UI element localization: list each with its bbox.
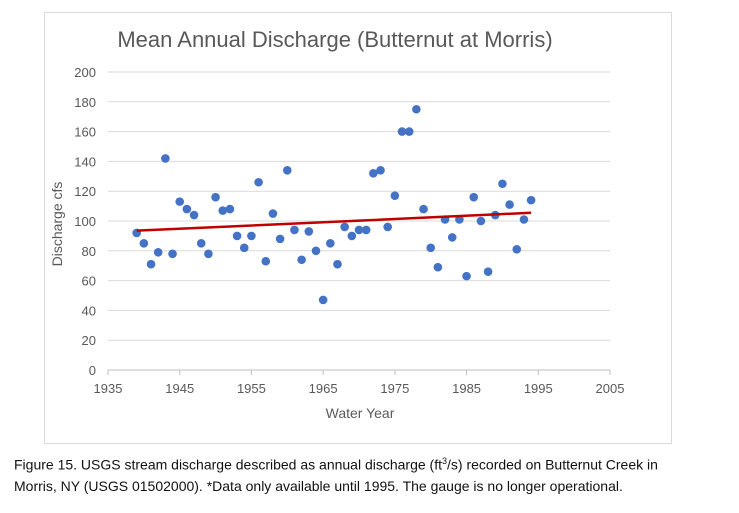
data-point <box>361 225 371 235</box>
data-point <box>376 166 385 175</box>
data-point <box>498 179 507 189</box>
x-tick-label: 1995 <box>524 381 553 396</box>
scatter-chart: Mean Annual Discharge (Butternut at Morr… <box>49 27 624 421</box>
data-point <box>347 231 357 241</box>
data-point <box>232 231 242 241</box>
y-tick-label: 160 <box>74 125 96 140</box>
x-tick-label: 1935 <box>94 381 123 396</box>
data-point <box>340 222 349 232</box>
data-point <box>333 259 342 269</box>
data-point <box>354 225 364 235</box>
data-point <box>426 243 436 253</box>
data-point <box>275 234 285 244</box>
axes <box>107 369 611 375</box>
gridlines <box>108 71 610 341</box>
chart-title: Mean Annual Discharge (Butternut at Morr… <box>117 27 552 52</box>
caption-line-2: Morris, NY (USGS 01502000). *Data only a… <box>14 477 623 494</box>
caption-superscript: 3 <box>442 456 448 466</box>
x-tick-label: 1955 <box>237 381 266 396</box>
y-tick-label: 40 <box>82 303 96 318</box>
data-point <box>153 247 163 257</box>
data-point <box>397 127 407 136</box>
x-tick-label: 1945 <box>165 381 194 396</box>
data-point <box>419 204 428 214</box>
data-point <box>268 209 278 218</box>
data-points <box>132 104 536 305</box>
data-point <box>225 204 235 214</box>
data-point <box>483 267 493 276</box>
data-point <box>282 166 292 175</box>
data-point <box>433 262 443 272</box>
y-tick-label: 60 <box>82 274 96 289</box>
data-point <box>505 200 514 209</box>
trendline <box>136 211 532 232</box>
y-tick-label: 200 <box>74 65 96 80</box>
y-axis-label: Discharge cfs <box>49 182 65 267</box>
data-point <box>311 246 321 256</box>
data-point <box>412 104 421 114</box>
data-point <box>318 295 328 305</box>
data-point <box>196 239 206 248</box>
y-tick-label: 140 <box>74 154 96 169</box>
data-point <box>469 192 479 202</box>
data-point <box>369 169 378 178</box>
data-point <box>297 255 306 265</box>
data-point <box>390 191 400 200</box>
data-point <box>254 177 263 187</box>
y-tick-label: 20 <box>82 333 96 348</box>
caption-text-1a: Figure 15. USGS stream discharge describ… <box>14 456 442 473</box>
trendline-layer <box>136 211 532 232</box>
caption-text-1b: /s) recorded on Butternut Creek in <box>447 456 658 473</box>
data-point <box>290 225 299 235</box>
data-point <box>304 227 314 236</box>
x-tick-label: 1975 <box>380 381 409 396</box>
x-tick-label: 2005 <box>596 381 625 396</box>
data-point <box>476 216 486 226</box>
data-point <box>211 192 220 202</box>
data-point <box>383 222 392 232</box>
data-point <box>462 271 471 281</box>
data-point <box>146 259 156 269</box>
data-point <box>204 249 213 259</box>
figure-caption: Figure 15. USGS stream discharge describ… <box>14 451 729 497</box>
data-point <box>218 206 228 215</box>
data-point <box>261 256 271 266</box>
y-tick-label: 100 <box>74 214 96 229</box>
x-tick-label: 1985 <box>452 381 481 396</box>
data-point <box>175 197 185 206</box>
tick-labels: 0 20 40 60 80 100 120 140 160 180 200 1935 1945 1955 1… <box>74 65 624 396</box>
y-tick-label: 0 <box>89 363 96 378</box>
y-tick-label: 180 <box>74 95 96 110</box>
data-point <box>519 215 529 224</box>
data-point <box>526 195 536 205</box>
x-tick-label: 1965 <box>309 381 338 396</box>
data-point <box>404 127 414 136</box>
data-point <box>447 233 457 242</box>
data-point <box>161 154 170 163</box>
data-point <box>326 239 335 248</box>
data-point <box>168 249 177 259</box>
y-tick-label: 80 <box>82 244 96 259</box>
data-point <box>189 210 199 220</box>
y-tick-label: 120 <box>74 184 96 199</box>
data-point <box>512 245 522 254</box>
data-point <box>139 239 149 248</box>
data-point <box>239 243 249 253</box>
x-axis-label: Water Year <box>326 405 395 421</box>
caption-line-1: Figure 15. USGS stream discharge describ… <box>14 451 729 476</box>
data-point <box>247 231 256 241</box>
data-point <box>182 204 192 214</box>
